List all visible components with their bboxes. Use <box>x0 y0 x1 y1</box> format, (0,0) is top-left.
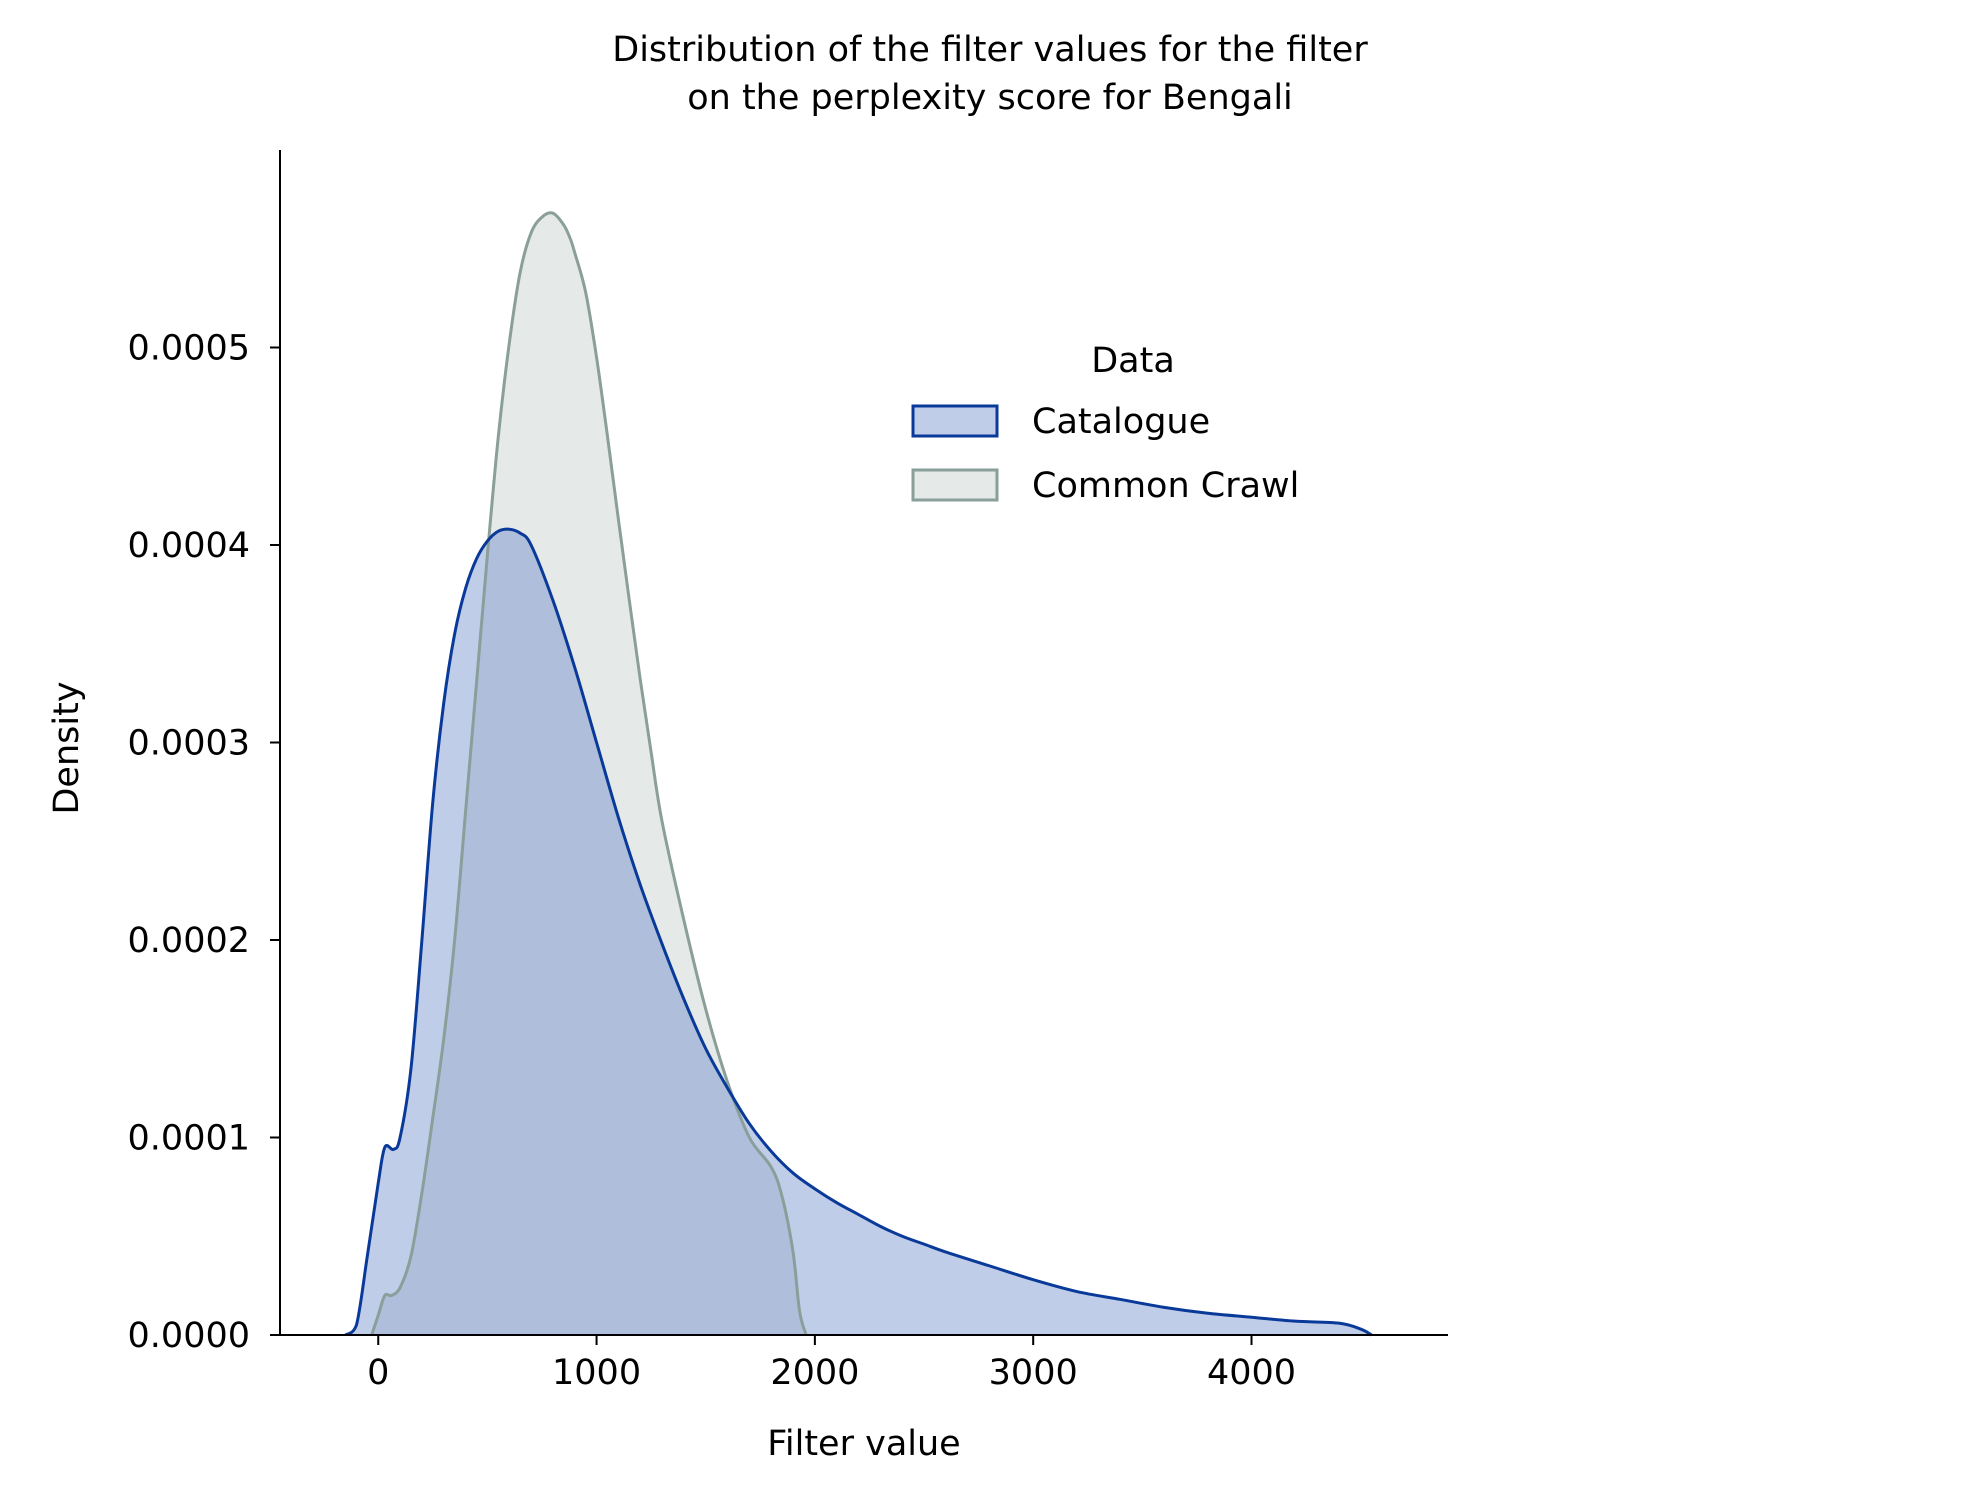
chart-title-line-1: Distribution of the filter values for th… <box>612 30 1368 70</box>
x-tick-label: 1000 <box>552 1353 641 1393</box>
x-tick-label: 2000 <box>770 1353 859 1393</box>
x-ticks: 0 1000 2000 3000 4000 <box>367 1335 1296 1393</box>
x-tick-label: 3000 <box>989 1353 1078 1393</box>
legend-label-catalogue: Catalogue <box>1032 402 1210 442</box>
y-ticks: 0.0000 0.0001 0.0002 0.0003 0.0004 0.0005 <box>128 329 280 1356</box>
chart-title: Distribution of the filter values for th… <box>612 30 1368 118</box>
y-tick-label: 0.0004 <box>128 526 250 566</box>
legend-label-common-crawl: Common Crawl <box>1032 466 1299 506</box>
legend-title: Data <box>1091 341 1175 381</box>
y-tick-label: 0.0005 <box>128 329 250 369</box>
series-layer <box>344 211 1373 1337</box>
x-axis-label: Filter value <box>767 1424 960 1464</box>
chart-title-line-2: on the perplexity score for Bengali <box>687 78 1293 118</box>
y-axis-label: Density <box>47 681 87 814</box>
density-fill-catalogue <box>345 529 1372 1335</box>
density-line-common-crawl <box>370 211 808 1336</box>
legend-swatch-catalogue <box>911 404 999 438</box>
y-tick-label: 0.0002 <box>128 921 250 961</box>
legend: Data Catalogue Common Crawl <box>911 341 1299 506</box>
y-tick-label: 0.0003 <box>128 724 250 764</box>
x-tick-label: 0 <box>367 1353 389 1393</box>
y-tick-label: 0.0001 <box>128 1119 250 1159</box>
density-line-catalogue <box>344 527 1373 1337</box>
y-tick-label: 0.0000 <box>128 1316 250 1356</box>
density-fill-common-crawl <box>371 212 807 1336</box>
legend-swatch-common-crawl <box>911 468 999 502</box>
x-tick-label: 4000 <box>1207 1353 1296 1393</box>
